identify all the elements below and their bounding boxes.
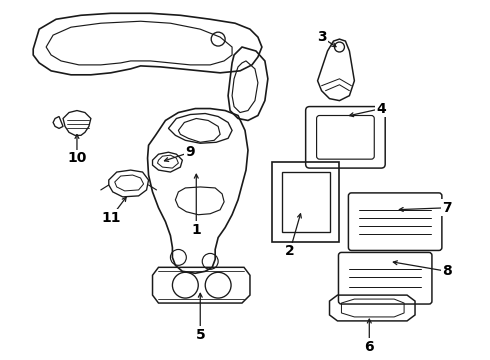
Text: 9: 9	[186, 145, 195, 159]
Text: 5: 5	[196, 328, 205, 342]
Text: 4: 4	[376, 102, 386, 116]
Text: 3: 3	[317, 30, 326, 44]
Text: 1: 1	[192, 222, 201, 237]
Text: 10: 10	[67, 151, 87, 165]
Text: 7: 7	[442, 201, 452, 215]
Text: 8: 8	[442, 264, 452, 278]
Text: 11: 11	[101, 211, 121, 225]
Text: 6: 6	[365, 340, 374, 354]
Text: 2: 2	[285, 244, 294, 258]
